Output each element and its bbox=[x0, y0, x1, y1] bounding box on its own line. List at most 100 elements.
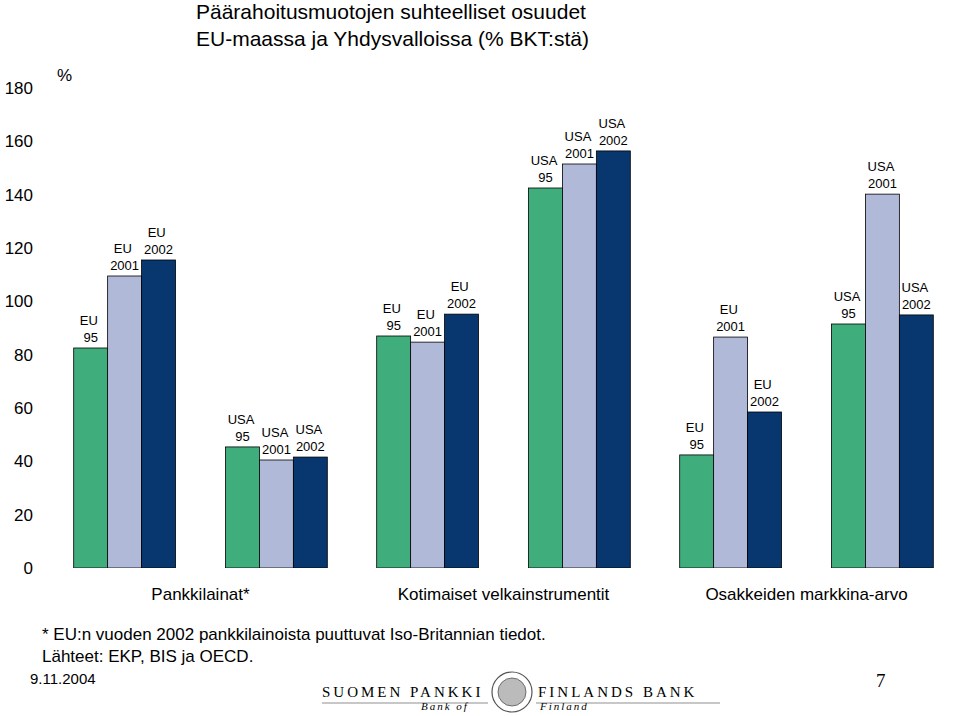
brand-en: Bank of bbox=[421, 700, 469, 712]
bar-series-label: USA 95 bbox=[834, 289, 864, 321]
label-line: 95 bbox=[83, 330, 97, 345]
bar-series-label: EU 2001 bbox=[413, 307, 442, 339]
bar bbox=[445, 314, 479, 568]
y-tick-label: 20 bbox=[14, 506, 33, 525]
bars bbox=[74, 151, 934, 568]
x-tick-label: Osakkeiden markkina-arvo bbox=[705, 585, 907, 604]
bar-series-label: USA 2002 bbox=[296, 422, 326, 454]
label-line: EU bbox=[417, 307, 439, 322]
label-line: EU bbox=[148, 225, 170, 240]
x-tick-label: Kotimaiset velkainstrumentit bbox=[398, 585, 610, 604]
y-tick-label: 0 bbox=[24, 559, 33, 578]
label-line: EU bbox=[686, 420, 708, 435]
bar-series-label: EU 2001 bbox=[716, 302, 745, 334]
label-line: 2001 bbox=[110, 258, 139, 273]
logo bbox=[498, 678, 526, 706]
label-line: USA bbox=[262, 425, 292, 440]
date: 9.11.2004 bbox=[30, 670, 96, 687]
bar bbox=[899, 315, 933, 568]
footnote: Lähteet: EKP, BIS ja OECD. bbox=[42, 647, 253, 666]
label-line: 2002 bbox=[447, 296, 476, 311]
bar bbox=[411, 342, 445, 568]
label-line: EU bbox=[383, 301, 405, 316]
label-line: USA bbox=[228, 412, 258, 427]
title: Päärahoitusmuotojen suhteelliset osuudet bbox=[196, 0, 586, 23]
bar-series-label: USA 2002 bbox=[599, 116, 629, 148]
label-line: USA bbox=[834, 289, 864, 304]
bar-series-label: USA 95 bbox=[228, 412, 258, 444]
label-line: 2002 bbox=[144, 242, 173, 257]
y-label: % bbox=[57, 66, 72, 85]
bar bbox=[865, 194, 899, 568]
bar-series-label: EU 95 bbox=[383, 301, 405, 333]
bar-series-label: USA 2001 bbox=[565, 129, 595, 161]
label-line: 95 bbox=[841, 306, 855, 321]
bar bbox=[108, 276, 142, 568]
footer-rule bbox=[322, 703, 488, 704]
label-line: 2002 bbox=[296, 439, 325, 454]
label-line: 95 bbox=[235, 429, 249, 444]
label-line: 2001 bbox=[262, 442, 291, 457]
bar bbox=[831, 324, 865, 568]
page-number: 7 bbox=[876, 670, 886, 691]
label-line: 2001 bbox=[565, 146, 594, 161]
bar-series-label: USA 2001 bbox=[868, 159, 898, 191]
bar-series-label: EU 2002 bbox=[144, 225, 173, 257]
bar-series-label: EU 95 bbox=[686, 420, 708, 452]
chart: Päärahoitusmuotojen suhteelliset osuudet… bbox=[0, 0, 960, 716]
bar-labels: EU 95EU 95EU 95EU 2001EU 2001EU 2001EU 2… bbox=[80, 116, 931, 457]
bar-series-label: USA 2002 bbox=[902, 280, 932, 312]
bar-series-label: EU 95 bbox=[80, 313, 102, 345]
bar-series-label: USA 2001 bbox=[262, 425, 292, 457]
bar bbox=[528, 188, 562, 568]
label-line: EU bbox=[754, 377, 776, 392]
label-line: USA bbox=[296, 422, 326, 437]
label-line: EU bbox=[451, 279, 473, 294]
bar-series-label: EU 2002 bbox=[750, 377, 779, 409]
bar bbox=[74, 348, 108, 568]
bar bbox=[377, 336, 411, 568]
label-line: USA bbox=[531, 153, 561, 168]
y-tick-label: 140 bbox=[5, 186, 33, 205]
brand-fi: SUOMEN PANKKI bbox=[322, 684, 483, 700]
y-tick-label: 180 bbox=[5, 79, 33, 98]
label-line: 2002 bbox=[750, 394, 779, 409]
brand-en: Finland bbox=[539, 700, 589, 712]
bar bbox=[225, 447, 259, 568]
y-tick-label: 160 bbox=[5, 132, 33, 151]
label-line: USA bbox=[599, 116, 629, 131]
y-tick-label: 120 bbox=[5, 239, 33, 258]
label-line: 2002 bbox=[599, 133, 628, 148]
subtitle: EU-maassa ja Yhdysvalloissa (% BKT:stä) bbox=[196, 27, 589, 50]
bar bbox=[259, 460, 293, 568]
footnote: * EU:n vuoden 2002 pankkilainoista puutt… bbox=[42, 625, 546, 644]
label-line: 95 bbox=[689, 437, 703, 452]
bar-series-label: USA 95 bbox=[531, 153, 561, 185]
bar-series-label: EU 2001 bbox=[110, 241, 139, 273]
y-tick-label: 40 bbox=[14, 452, 33, 471]
x-tick-label: Pankkilainat* bbox=[151, 585, 250, 604]
bar bbox=[293, 457, 327, 568]
bar-series-label: EU 2002 bbox=[447, 279, 476, 311]
y-tick-label: 100 bbox=[5, 292, 33, 311]
bar bbox=[142, 260, 176, 568]
bar bbox=[748, 412, 782, 568]
bar bbox=[596, 151, 630, 568]
footer-rule bbox=[536, 703, 720, 704]
bar bbox=[680, 455, 714, 568]
brand-sv: FINLANDS BANK bbox=[538, 684, 697, 700]
logo bbox=[492, 672, 532, 712]
label-line: USA bbox=[902, 280, 932, 295]
bar bbox=[714, 337, 748, 568]
y-tick-label: 80 bbox=[14, 346, 33, 365]
label-line: EU bbox=[80, 313, 102, 328]
label-line: 95 bbox=[386, 318, 400, 333]
y-tick-label: 60 bbox=[14, 399, 33, 418]
label-line: EU bbox=[114, 241, 136, 256]
label-line: EU bbox=[720, 302, 742, 317]
label-line: 2001 bbox=[868, 176, 897, 191]
label-line: 2001 bbox=[413, 324, 442, 339]
label-line: USA bbox=[868, 159, 898, 174]
label-line: 2001 bbox=[716, 319, 745, 334]
bar bbox=[562, 164, 596, 568]
